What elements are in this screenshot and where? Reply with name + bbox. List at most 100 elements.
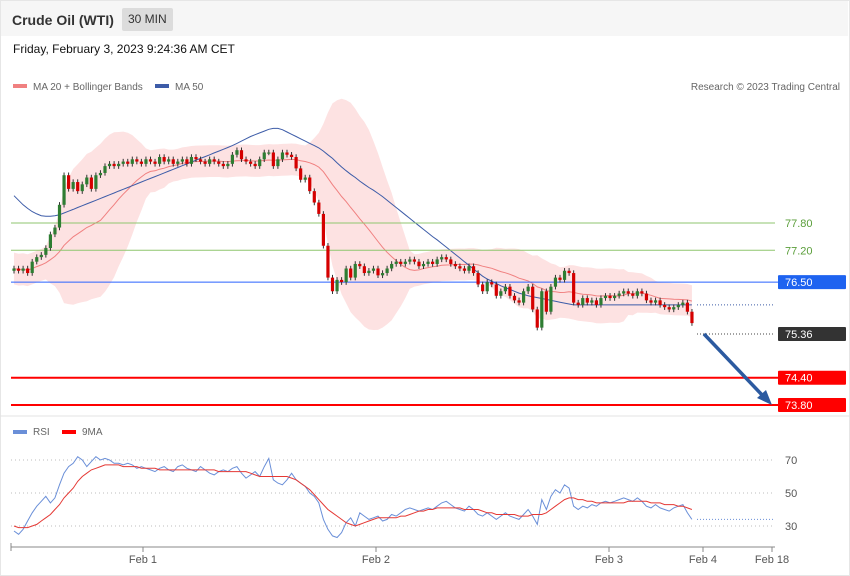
candle	[330, 274, 335, 294]
level-label-support: 74.40	[785, 373, 813, 385]
candle	[89, 174, 93, 192]
candle-body	[508, 286, 512, 296]
candle-body	[280, 152, 285, 160]
timeframe-badge[interactable]: 30 MIN	[122, 8, 173, 31]
candle-body	[148, 159, 153, 162]
candle	[285, 149, 289, 158]
time-tick-label: Feb 4	[689, 554, 717, 566]
candle	[676, 302, 680, 310]
level-tag-pivot	[778, 275, 846, 290]
candle-body	[94, 175, 98, 189]
candle	[380, 270, 385, 279]
candle-body	[212, 159, 216, 162]
candle	[403, 258, 407, 267]
candle-body	[167, 159, 171, 162]
candle	[226, 161, 230, 169]
candle	[585, 295, 589, 306]
candle	[412, 256, 416, 265]
candle-body	[189, 157, 194, 164]
candle-body	[180, 159, 184, 162]
candle-body	[276, 159, 280, 167]
candle-body	[144, 159, 148, 164]
candle-body	[663, 304, 667, 308]
candle-body	[267, 152, 271, 154]
candle	[681, 299, 685, 308]
rsi-ma9-line	[13, 464, 693, 529]
candle	[148, 156, 153, 165]
candle-body	[394, 261, 398, 264]
candle-body	[358, 263, 362, 267]
candle	[299, 165, 303, 183]
candle	[158, 154, 162, 167]
candle	[626, 288, 630, 297]
chart-header: Crude Oil (WTI) 30 MIN	[1, 1, 848, 36]
candle	[203, 158, 207, 167]
candle-body	[535, 309, 539, 328]
candle-body	[39, 254, 43, 258]
candle	[499, 288, 503, 299]
candle-body	[253, 163, 257, 167]
candle	[672, 304, 676, 313]
instrument-title: Crude Oil (WTI)	[12, 12, 114, 28]
candle-body	[558, 277, 562, 280]
candle	[344, 265, 348, 285]
candle	[653, 297, 658, 306]
level-label-support: 73.80	[785, 400, 813, 412]
candle-body	[117, 163, 121, 167]
candle	[326, 243, 330, 281]
candle	[321, 211, 325, 249]
candle-body	[658, 300, 662, 305]
candle	[462, 265, 467, 274]
rsi-panel: 70 50 30	[11, 455, 797, 539]
candle	[180, 156, 184, 165]
candle-body	[622, 291, 626, 294]
candle-body	[135, 159, 139, 162]
candle	[353, 261, 357, 281]
candle-body	[690, 311, 694, 324]
candle	[581, 295, 585, 308]
candle	[613, 293, 617, 301]
candle-body	[667, 307, 671, 310]
candle	[189, 154, 194, 167]
candle	[576, 299, 580, 308]
candle	[44, 245, 48, 258]
candle	[544, 288, 548, 315]
forecast-arrow-line	[702, 332, 766, 399]
candle	[394, 258, 398, 267]
candle-body	[153, 161, 157, 164]
candle	[494, 281, 498, 299]
price-levels: 77.80 77.20 76.50 75.36 74.40 73.80	[11, 218, 846, 412]
candle	[294, 154, 298, 172]
candle-body	[440, 257, 444, 260]
level-label-resistance: 77.20	[785, 245, 813, 257]
candle	[185, 156, 189, 167]
level-label-last: 75.36	[785, 329, 813, 341]
candle-body	[89, 177, 93, 189]
candle-body	[453, 263, 457, 267]
candle	[16, 265, 21, 274]
candle	[390, 261, 394, 272]
candle	[522, 288, 526, 306]
candle-body	[540, 291, 544, 328]
candle	[103, 163, 107, 176]
candle-body	[367, 270, 371, 274]
candle-body	[289, 154, 294, 158]
candle	[540, 288, 544, 331]
forecast-arrow	[702, 332, 772, 405]
candle-body	[230, 154, 234, 164]
candle	[371, 265, 376, 274]
candle-body	[30, 261, 34, 274]
candle-body	[171, 159, 175, 164]
candle	[617, 290, 621, 299]
candle	[685, 299, 689, 315]
candle-body	[121, 161, 125, 164]
candle	[385, 265, 389, 276]
candle-body	[249, 161, 253, 164]
candle-body	[130, 159, 134, 164]
candle	[62, 172, 66, 208]
candle	[490, 279, 494, 288]
candle-body	[435, 259, 439, 264]
candle	[640, 288, 644, 297]
candle	[67, 172, 71, 192]
candle	[153, 158, 157, 167]
